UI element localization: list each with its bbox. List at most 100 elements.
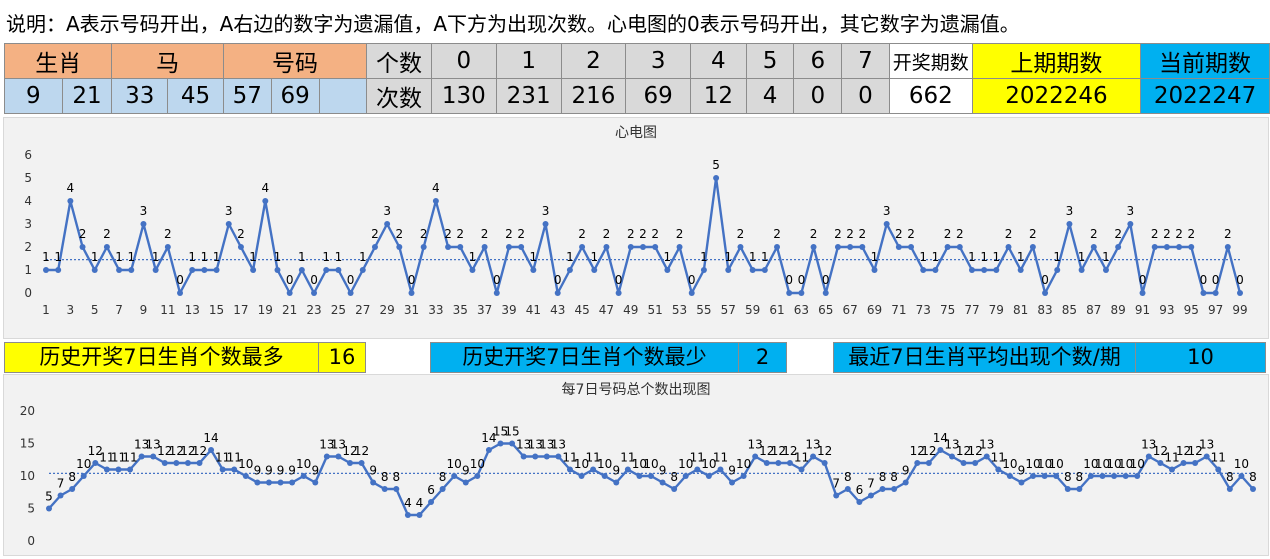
data-label: 8 <box>670 470 678 484</box>
data-label: 11 <box>794 451 809 465</box>
data-point <box>613 479 620 486</box>
data-point <box>1145 453 1152 460</box>
data-label: 11 <box>1164 451 1179 465</box>
data-label: 3 <box>883 204 891 218</box>
x-tick-label: 53 <box>672 303 687 317</box>
x-tick-label: 77 <box>964 303 979 317</box>
data-point <box>956 244 963 250</box>
data-point <box>505 244 512 250</box>
data-label: 10 <box>1037 457 1052 471</box>
data-label: 4 <box>416 496 424 510</box>
data-point <box>250 267 257 273</box>
data-point <box>128 267 135 273</box>
data-point <box>1212 290 1219 296</box>
data-label: 0 <box>176 273 184 287</box>
data-point <box>335 453 342 460</box>
x-tick-label: 47 <box>599 303 614 317</box>
data-label: 10 <box>238 457 253 471</box>
data-label: 10 <box>470 457 485 471</box>
prev-period-value: 2022246 <box>971 78 1142 114</box>
count-value-2: 216 <box>560 78 627 114</box>
data-label: 11 <box>620 451 635 465</box>
data-label: 9 <box>728 464 736 478</box>
data-point <box>859 244 866 250</box>
data-point <box>1102 267 1109 273</box>
data-point <box>439 486 446 492</box>
data-label: 11 <box>111 451 126 465</box>
data-point <box>810 453 817 460</box>
count-head-1: 1 <box>495 43 562 79</box>
data-point <box>713 175 720 181</box>
data-point <box>127 466 134 473</box>
y-tick-label: 5 <box>27 502 35 516</box>
data-label: 2 <box>396 227 404 241</box>
data-label: 2 <box>1224 227 1232 241</box>
data-point <box>57 492 64 499</box>
data-point <box>451 473 458 479</box>
data-point <box>1200 290 1207 296</box>
data-point <box>1237 290 1243 296</box>
data-label: 2 <box>627 227 635 241</box>
data-label: 1 <box>724 250 732 264</box>
data-label: 1 <box>1053 250 1061 264</box>
data-label: 11 <box>713 451 728 465</box>
data-point <box>1006 473 1013 479</box>
data-point <box>370 479 377 486</box>
data-label: 13 <box>551 438 566 452</box>
x-tick-label: 5 <box>91 303 99 317</box>
zodiac-header: 生肖 <box>3 43 113 79</box>
data-label: 8 <box>1226 470 1234 484</box>
data-point <box>944 244 951 250</box>
info-table: 生肖 马 号码 个数 0 1 2 3 4 5 6 7 开奖期数 上期期数 当前期… <box>3 43 1270 114</box>
data-label: 2 <box>651 227 659 241</box>
data-label: 2 <box>810 227 818 241</box>
data-label: 7 <box>57 477 65 491</box>
data-label: 1 <box>530 250 538 264</box>
y-tick-label: 10 <box>20 469 35 483</box>
x-tick-label: 19 <box>258 303 273 317</box>
data-point <box>1226 486 1233 492</box>
data-label: 2 <box>578 227 586 241</box>
count-label: 个数 <box>366 43 432 79</box>
data-point <box>566 466 573 473</box>
data-label: 2 <box>676 227 684 241</box>
x-tick-label: 79 <box>989 303 1004 317</box>
data-label: 1 <box>213 250 221 264</box>
data-point <box>91 267 98 273</box>
data-label: 10 <box>678 457 693 471</box>
data-point <box>983 453 990 460</box>
data-point <box>908 244 915 250</box>
data-point <box>43 267 49 273</box>
number-cell: 33 <box>111 78 169 114</box>
data-label: 11 <box>562 451 577 465</box>
data-label: 13 <box>528 438 543 452</box>
y-tick-label: 4 <box>24 194 32 208</box>
x-tick-label: 29 <box>380 303 395 317</box>
data-point <box>323 453 330 460</box>
data-point <box>603 244 610 250</box>
x-tick-label: 7 <box>115 303 123 317</box>
data-label: 14 <box>481 431 496 445</box>
times-label: 次数 <box>366 78 432 114</box>
data-point <box>1041 473 1048 479</box>
data-point <box>177 290 184 296</box>
data-point <box>1042 290 1049 296</box>
count-head-2: 2 <box>560 43 627 79</box>
x-tick-label: 95 <box>1184 303 1199 317</box>
count-head-4: 4 <box>689 43 747 79</box>
data-point <box>578 473 585 479</box>
x-tick-label: 75 <box>940 303 955 317</box>
data-label: 1 <box>469 250 477 264</box>
data-label: 13 <box>539 438 554 452</box>
data-point <box>798 466 805 473</box>
data-point <box>1111 473 1118 479</box>
data-point <box>164 244 171 250</box>
data-point <box>1238 473 1245 479</box>
data-point <box>652 244 659 250</box>
data-label: 3 <box>225 204 233 218</box>
data-label: 13 <box>331 438 346 452</box>
data-label: 10 <box>296 457 311 471</box>
data-point <box>184 460 191 466</box>
x-tick-label: 83 <box>1037 303 1052 317</box>
